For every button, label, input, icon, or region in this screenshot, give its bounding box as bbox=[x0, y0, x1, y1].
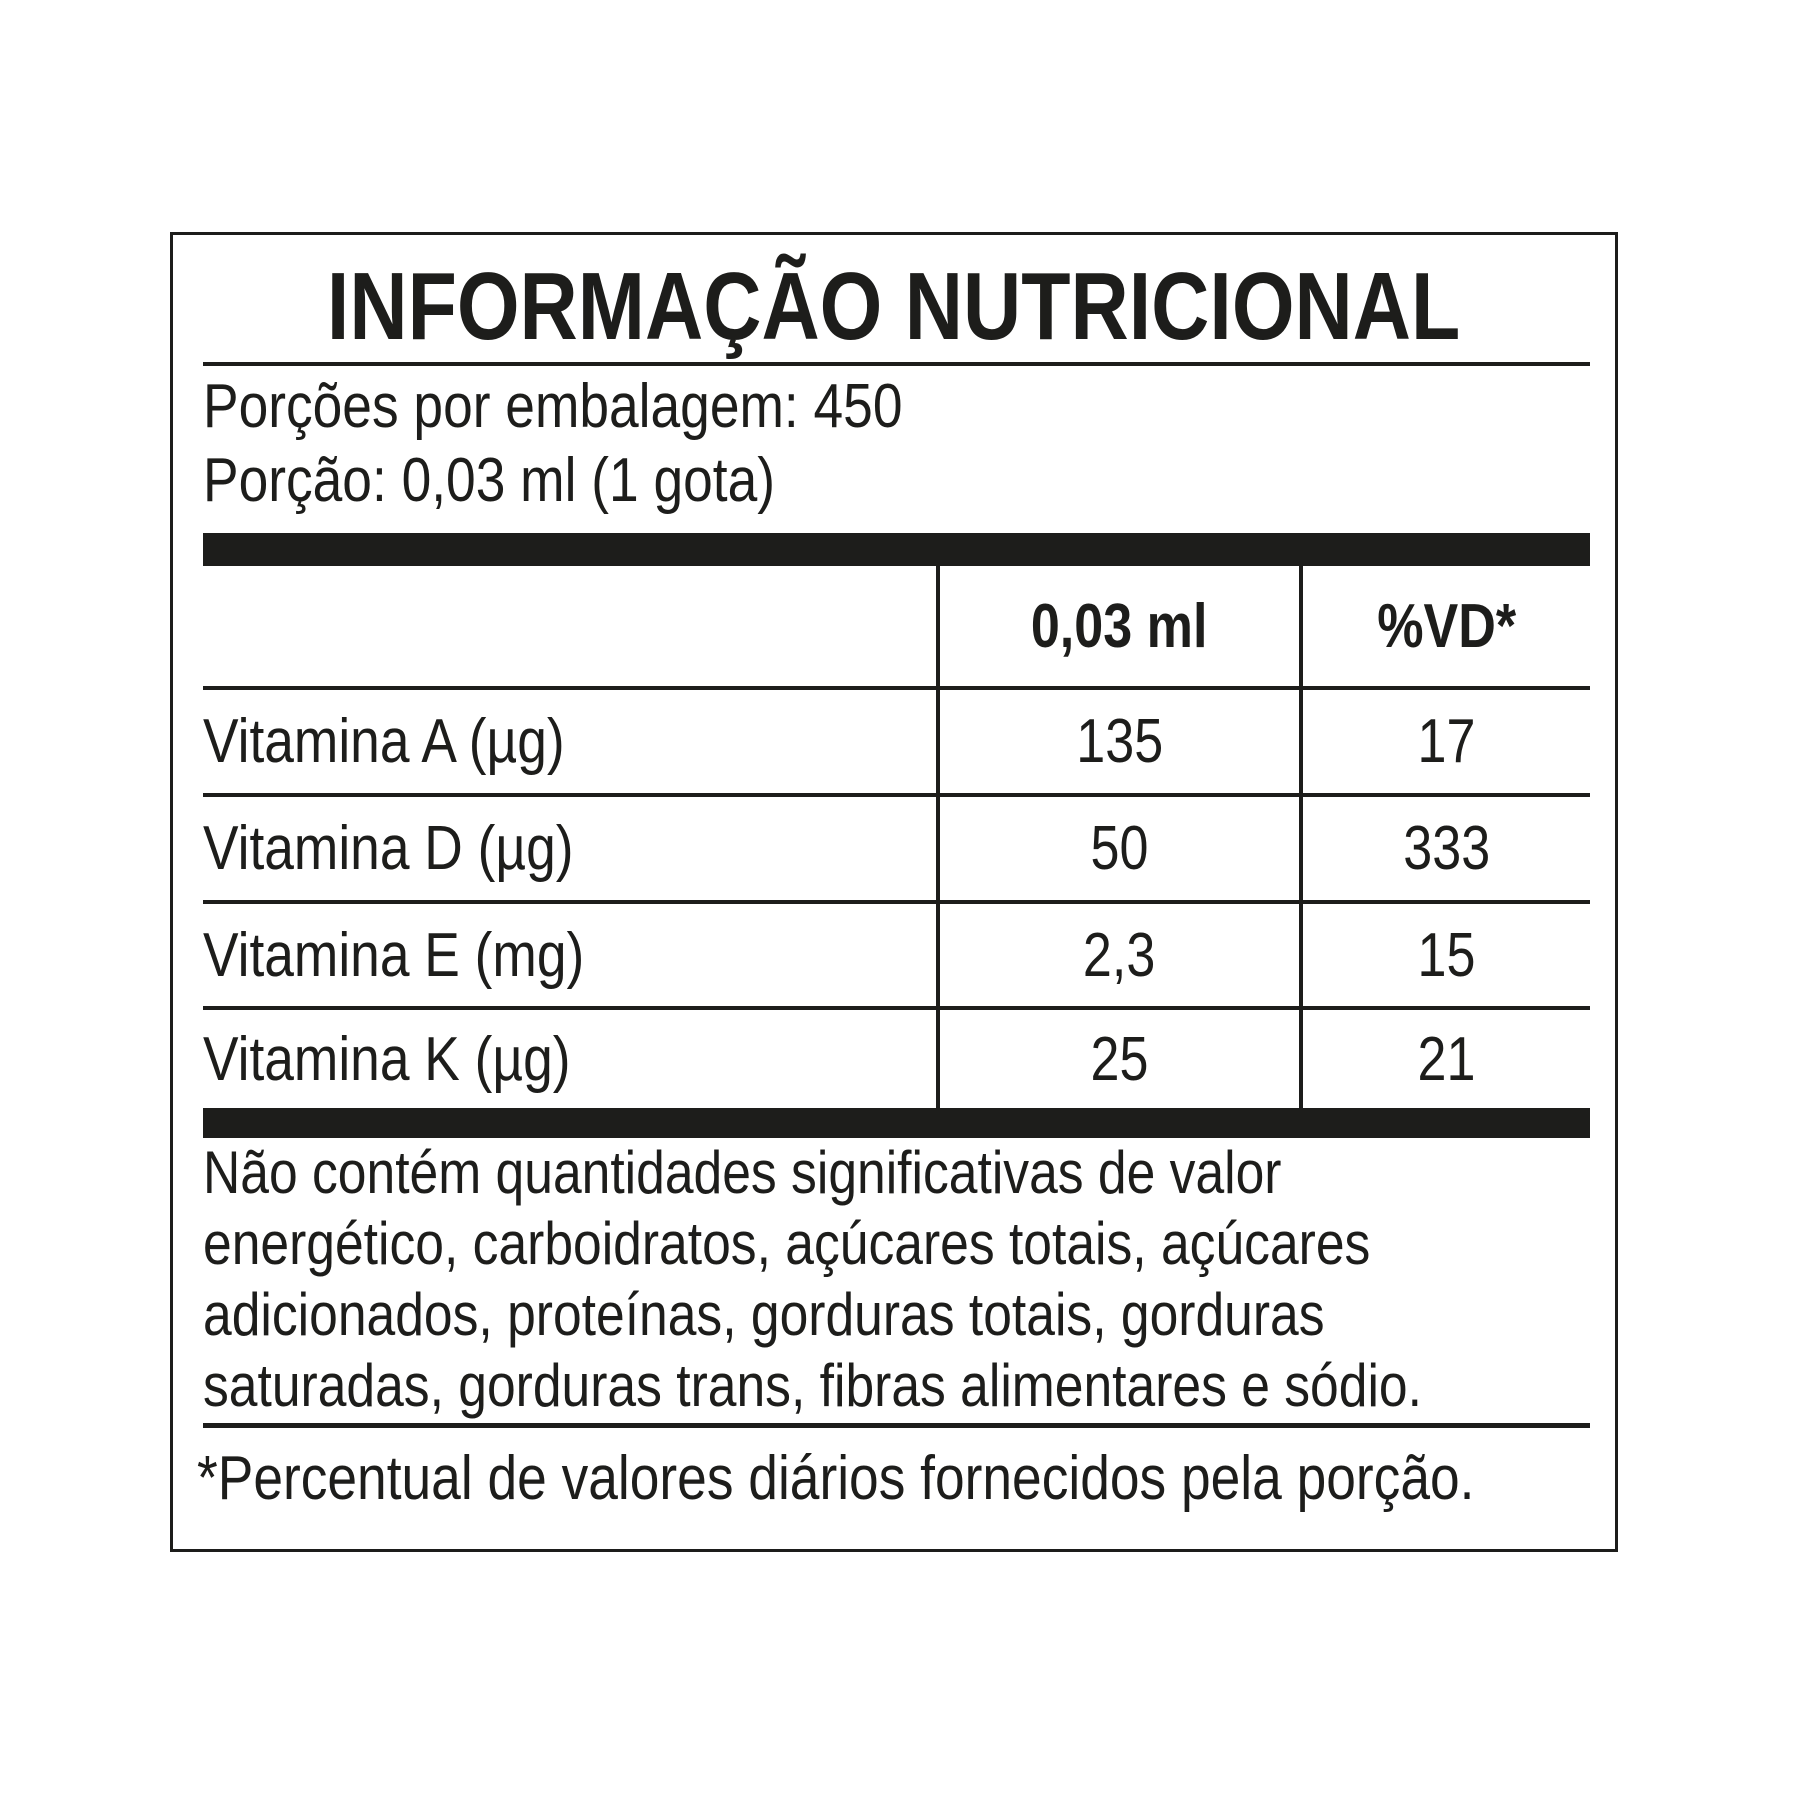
table-row-vitamin-a-vd: 17 bbox=[1303, 686, 1590, 793]
table-row-vitamin-k-name: Vitamina K (µg) bbox=[203, 1006, 936, 1108]
table-top-thick-bar bbox=[203, 533, 1590, 566]
no-significant-amounts-note: Não contém quantidades significativas de… bbox=[203, 1137, 1620, 1421]
serving-size-line: Porção: 0,03 ml (1 gota) bbox=[203, 449, 868, 513]
table-row-vitamin-d-amount: 50 bbox=[936, 793, 1303, 900]
vitamin-k-amount: 25 bbox=[1090, 1024, 1149, 1094]
vitamin-a-amount: 135 bbox=[1076, 707, 1163, 776]
vitamin-d-amount: 50 bbox=[1090, 814, 1149, 883]
table-bottom-thick-bar bbox=[203, 1108, 1590, 1138]
table-row-vitamin-k-amount: 25 bbox=[936, 1006, 1303, 1108]
footnote-divider-line bbox=[203, 1423, 1590, 1428]
note-line-2: energético, carboidratos, açúcares totai… bbox=[203, 1210, 1371, 1277]
table-header-amount-text: 0,03 ml bbox=[1031, 591, 1208, 661]
table-row-vitamin-a-name: Vitamina A (µg) bbox=[203, 686, 936, 793]
table-header-vd-text: %VD* bbox=[1377, 591, 1516, 661]
servings-per-package-line: Porções por embalagem: 450 bbox=[203, 375, 1016, 439]
table-row-vitamin-e-vd: 15 bbox=[1303, 900, 1590, 1006]
serving-size-text: Porção: 0,03 ml (1 gota) bbox=[203, 446, 775, 515]
vitamin-d-label: Vitamina D (µg) bbox=[203, 814, 574, 883]
table-row-vitamin-e-name: Vitamina E (mg) bbox=[203, 900, 936, 1006]
table-row-vitamin-e-amount: 2,3 bbox=[936, 900, 1303, 1006]
daily-value-footnote-text: *Percentual de valores diários fornecido… bbox=[197, 1444, 1475, 1513]
daily-value-footnote: *Percentual de valores diários fornecido… bbox=[197, 1447, 1682, 1511]
vitamin-e-vd: 15 bbox=[1417, 920, 1476, 990]
title-divider-line bbox=[203, 362, 1590, 366]
label-title: INFORMAÇÃO NUTRICIONAL bbox=[173, 257, 1615, 357]
table-row-vitamin-a-amount: 135 bbox=[936, 686, 1303, 793]
table-header-amount: 0,03 ml bbox=[936, 566, 1303, 686]
vitamin-a-label: Vitamina A (µg) bbox=[203, 707, 565, 776]
table-row-vitamin-d-name: Vitamina D (µg) bbox=[203, 793, 936, 900]
vitamin-e-amount: 2,3 bbox=[1083, 920, 1156, 990]
nutrition-label-panel: INFORMAÇÃO NUTRICIONAL Porções por embal… bbox=[170, 232, 1618, 1552]
note-line-3: adicionados, proteínas, gorduras totais,… bbox=[203, 1281, 1325, 1348]
table-row-vitamin-k-vd: 21 bbox=[1303, 1006, 1590, 1108]
note-line-4: saturadas, gorduras trans, fibras alimen… bbox=[203, 1352, 1422, 1419]
vitamin-d-vd: 333 bbox=[1403, 814, 1490, 883]
vitamin-a-vd: 17 bbox=[1417, 707, 1476, 776]
vitamin-k-vd: 21 bbox=[1417, 1024, 1476, 1094]
vitamin-k-label: Vitamina K (µg) bbox=[203, 1024, 571, 1094]
table-header-empty-cell bbox=[203, 566, 936, 686]
note-line-1: Não contém quantidades significativas de… bbox=[203, 1139, 1282, 1206]
table-header-vd: %VD* bbox=[1303, 566, 1590, 686]
table-row-vitamin-d-vd: 333 bbox=[1303, 793, 1590, 900]
servings-per-package-text: Porções por embalagem: 450 bbox=[203, 372, 903, 441]
label-title-text: INFORMAÇÃO NUTRICIONAL bbox=[327, 253, 1461, 360]
nutrient-table: 0,03 ml %VD* Vitamina A (µg) 135 17 Vita… bbox=[203, 566, 1590, 1108]
vitamin-e-label: Vitamina E (mg) bbox=[203, 920, 585, 990]
